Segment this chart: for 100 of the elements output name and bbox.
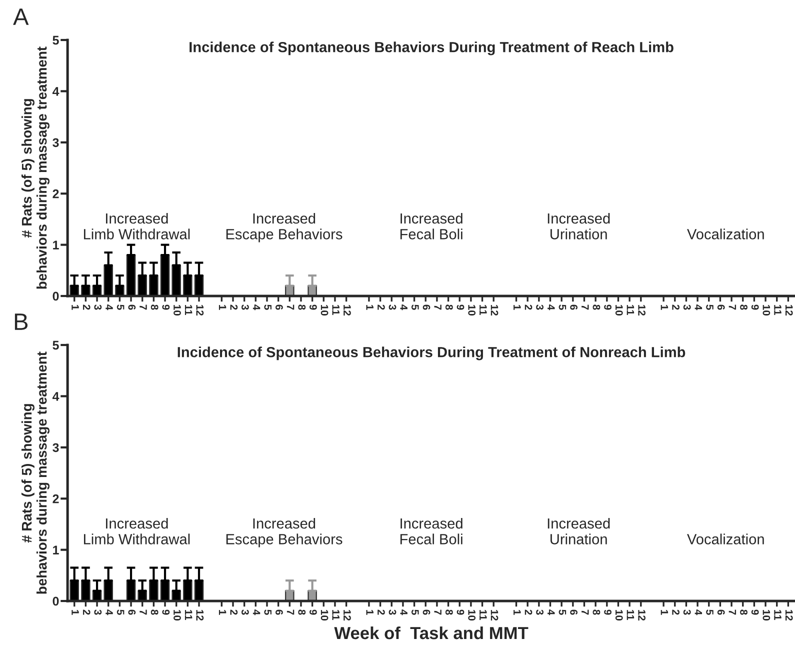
x-tick-label: 3 <box>388 304 396 310</box>
x-tick-label: 2 <box>83 610 90 615</box>
y-tick-label: 2 <box>52 189 59 198</box>
x-tick-label: 6 <box>717 304 725 310</box>
x-tick-label: 6 <box>128 304 136 310</box>
x-tick-label: 6 <box>276 610 283 615</box>
x-tick-label: 2 <box>230 610 238 615</box>
x-tick-label: 9 <box>310 610 317 615</box>
x-tick-label: 12 <box>490 304 498 316</box>
x-tick-label: 3 <box>242 304 249 310</box>
x-tick-label: 12 <box>196 610 204 621</box>
x-tick-label: 10 <box>762 610 770 620</box>
x-tick-label: 4 <box>694 304 702 310</box>
x-tick-label: 9 <box>751 304 759 310</box>
x-tick-label: 12 <box>344 304 351 316</box>
x-tick-label: 12 <box>196 304 204 316</box>
x-tick-label: 2 <box>524 610 532 615</box>
x-tick-label: 11 <box>480 610 487 620</box>
bar <box>149 274 158 296</box>
x-tick-label: 12 <box>786 304 793 316</box>
x-tick-label: 4 <box>252 304 260 310</box>
x-tick-label: 8 <box>445 610 453 615</box>
x-tick-label: 8 <box>740 304 748 310</box>
x-tick-label: 3 <box>242 610 249 615</box>
chart-title: Incidence of Spontaneous Behaviors During Treatment of Reach Limb <box>190 42 674 56</box>
y-tick-label: 4 <box>52 87 60 96</box>
x-tick-label: 11 <box>626 610 634 620</box>
x-tick-label: 7 <box>286 610 294 615</box>
x-tick-label: 4 <box>252 609 260 616</box>
x-tick-label: 6 <box>570 304 578 310</box>
y-tick-label: 2 <box>52 494 59 504</box>
x-tick-label: 7 <box>728 610 736 615</box>
annotation: Increased Escape Behaviors <box>226 518 342 548</box>
y-tick-label: 0 <box>52 292 59 301</box>
x-tick-label: 1 <box>218 610 226 615</box>
y-tick-label: 0 <box>52 596 59 606</box>
x-tick-label: 8 <box>298 304 306 310</box>
x-tick-label: 3 <box>683 304 691 310</box>
annotation: Vocalization <box>687 534 764 544</box>
x-tick-label: 10 <box>320 304 328 316</box>
y-tick-label: 1 <box>53 240 59 250</box>
chart-title: Incidence of Spontaneous Behaviors During Treatment of Nonreach Limb <box>178 346 686 360</box>
x-tick-label: 5 <box>264 610 272 615</box>
x-tick-label: 8 <box>592 610 600 615</box>
x-tick-label: 8 <box>445 304 453 310</box>
annotation: Increased Limb Withdrawal <box>84 518 190 544</box>
x-tick-label: 9 <box>604 304 612 310</box>
x-tick-label: 11 <box>480 304 487 316</box>
x-tick-label: 5 <box>558 304 566 310</box>
x-tick-label: 11 <box>184 610 192 620</box>
x-tick-label: 4 <box>106 304 113 310</box>
x-tick-label: 1 <box>514 304 521 310</box>
x-tick-label: 4 <box>694 609 702 616</box>
y-tick-label: 5 <box>52 340 59 350</box>
x-tick-label: 8 <box>150 610 158 615</box>
x-tick-label: 7 <box>286 304 294 310</box>
x-tick-label: 2 <box>524 304 532 310</box>
x-tick-label: 1 <box>514 610 521 615</box>
annotation: Increased Limb Withdrawal <box>84 212 190 240</box>
x-tick-label: 12 <box>638 610 646 621</box>
x-tick-label: 12 <box>490 610 498 621</box>
y-tick-label: 4 <box>52 392 60 401</box>
x-tick-label: 9 <box>751 610 759 615</box>
x-tick-label: 6 <box>422 304 430 310</box>
y-tick-label: 1 <box>53 546 59 554</box>
x-tick-label: 3 <box>94 610 102 615</box>
x-tick-label: 2 <box>378 304 385 310</box>
x-tick-label: 5 <box>706 304 714 310</box>
x-tick-label: 3 <box>683 610 691 615</box>
x-tick-label: 7 <box>582 304 589 310</box>
x-tick-label: 1 <box>218 304 226 310</box>
x-tick-label: 7 <box>434 304 442 310</box>
x-tick-label: 10 <box>468 610 476 620</box>
annotation: Increased Escape Behaviors <box>226 212 342 242</box>
x-tick-label: 6 <box>276 304 283 310</box>
x-tick-label: 2 <box>378 610 385 615</box>
y-tick-label: 3 <box>52 443 59 452</box>
x-tick-label: 7 <box>434 610 442 615</box>
x-tick-label: 8 <box>740 610 748 615</box>
x-tick-label: 10 <box>762 304 770 316</box>
bar <box>172 264 181 296</box>
x-tick-label: 1 <box>366 610 374 615</box>
x-tick-label: 11 <box>184 304 192 316</box>
annotation: Increased Fecal Boli <box>400 212 462 240</box>
annotation: Increased Fecal Boli <box>400 518 462 544</box>
x-tick-label: 9 <box>162 304 170 310</box>
x-tick-label: 9 <box>604 610 612 615</box>
x-tick-label: 11 <box>332 610 340 620</box>
x-tick-label: 9 <box>310 304 317 310</box>
x-tick-label: 1 <box>660 610 668 615</box>
x-tick-label: 4 <box>106 609 113 616</box>
x-tick-label: 5 <box>116 304 124 310</box>
x-tick-label: 1 <box>72 610 79 615</box>
x-tick-label: 1 <box>660 304 668 310</box>
annotation: Vocalization <box>687 228 764 240</box>
y-axis-title: # Rats (of 5) showing behaviors during massage treatment <box>21 352 50 594</box>
annotation: Increased Urination <box>548 212 610 240</box>
bar <box>138 274 147 296</box>
x-tick-label: 1 <box>72 304 79 310</box>
text: A <box>13 8 29 25</box>
